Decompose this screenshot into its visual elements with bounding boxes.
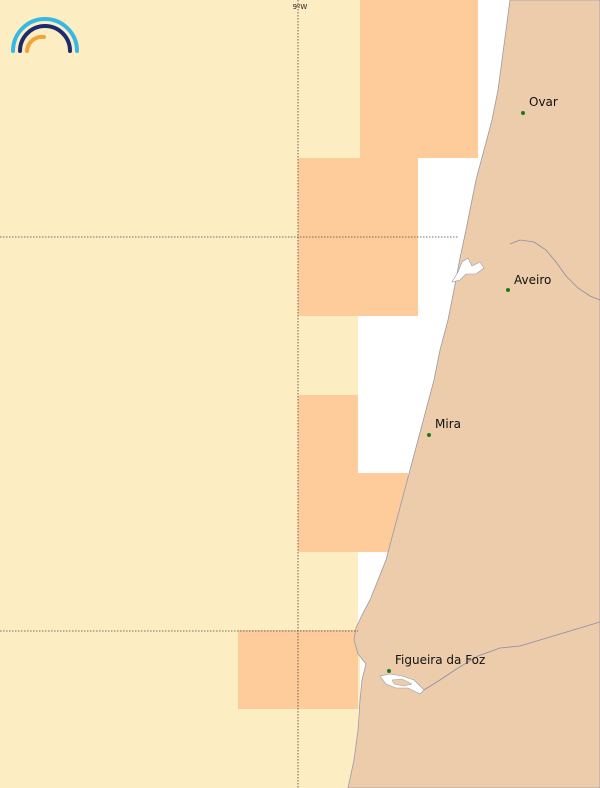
- zone-cell: [298, 395, 358, 552]
- city-dot-figueira-da-foz[interactable]: [387, 669, 391, 673]
- city-label-aveiro: Aveiro: [514, 273, 551, 287]
- sea-strip: [358, 552, 360, 631]
- zone-cell: [360, 0, 478, 158]
- city-dot-mira[interactable]: [427, 433, 431, 437]
- mondego-island: [391, 678, 413, 687]
- city-label-figueira-da-foz: Figueira da Foz: [395, 653, 485, 667]
- longitude-label: 9ºW: [293, 3, 308, 11]
- vouga-river: [509, 239, 600, 301]
- city-dot-ovar[interactable]: [521, 111, 525, 115]
- city-dot-aveiro[interactable]: [506, 288, 510, 292]
- mondego-river: [423, 621, 600, 691]
- zone-cells: [0, 0, 478, 788]
- city-markers: Ovar Aveiro Mira Figueira da Foz: [387, 95, 558, 673]
- land-mass: [347, 0, 600, 788]
- aveiro-lagoon: [451, 257, 485, 283]
- city-label-ovar: Ovar: [529, 95, 558, 109]
- sea-strip: [358, 316, 360, 473]
- rainbow-logo-icon: [11, 17, 79, 53]
- graticule: 9ºW: [0, 0, 458, 788]
- city-label-mira: Mira: [435, 417, 461, 431]
